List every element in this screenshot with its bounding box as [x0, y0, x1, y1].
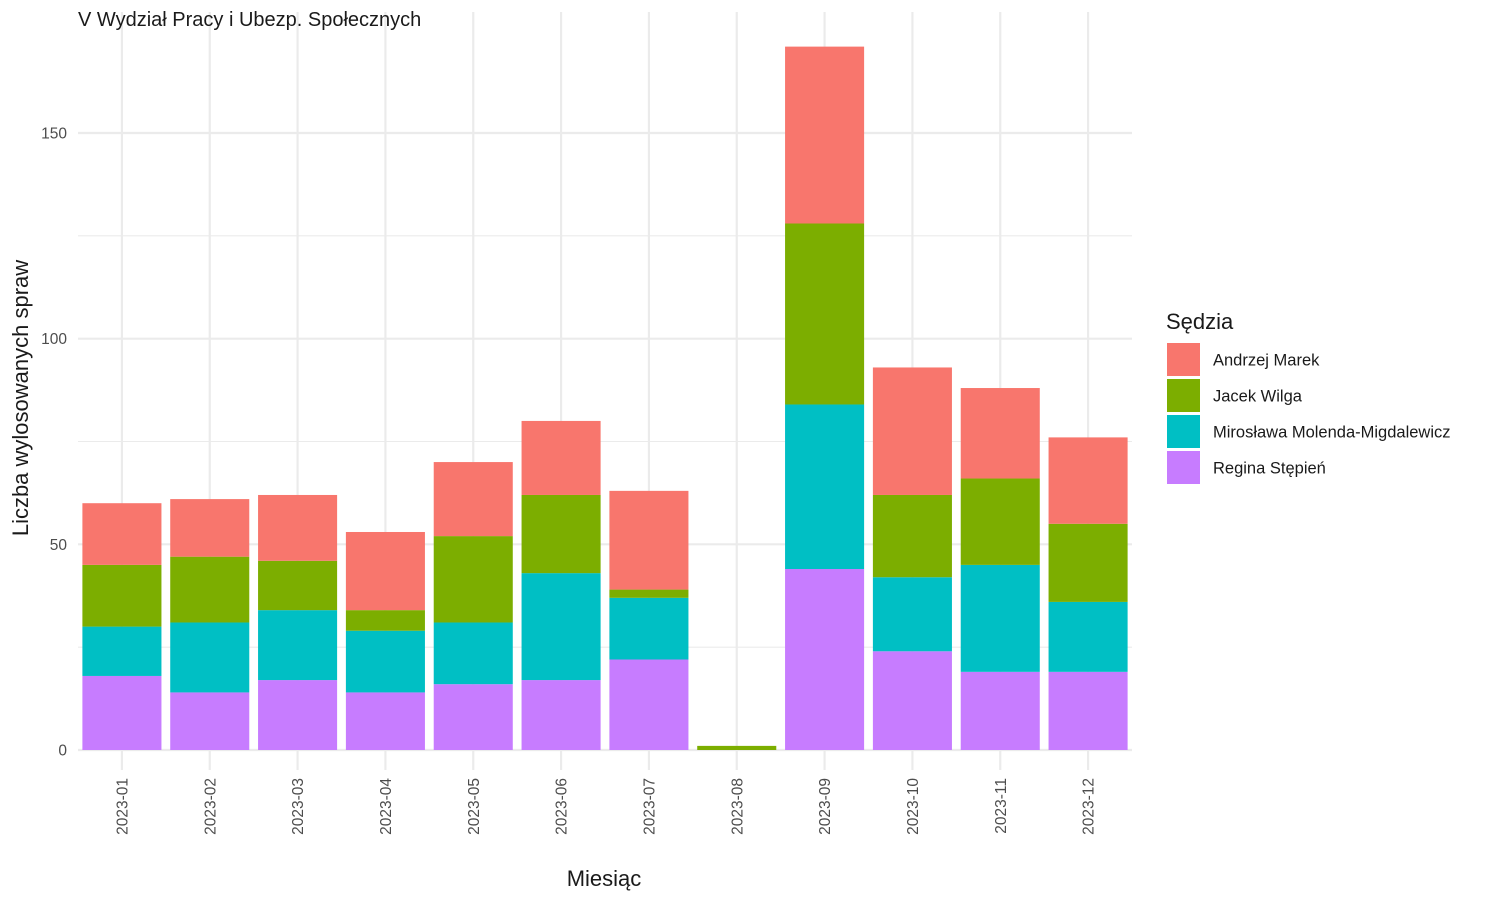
bar-segment-2023-11-mirosława-molenda-migdalewicz — [960, 564, 1040, 672]
bar-segment-2023-01-mirosława-molenda-migdalewicz — [82, 626, 162, 676]
legend-label: Jacek Wilga — [1213, 388, 1303, 406]
x-tick-label: 2023-07 — [641, 778, 658, 835]
bar-segment-2023-11-jacek-wilga — [960, 478, 1040, 565]
bar-segment-2023-07-mirosława-molenda-migdalewicz — [609, 597, 689, 660]
bar-segment-2023-02-regina-stępień — [170, 692, 250, 750]
legend-label: Regina Stępień — [1213, 460, 1326, 478]
bar-segment-2023-12-andrzej-marek — [1048, 437, 1128, 524]
bar-segment-2023-07-regina-stępień — [609, 659, 689, 750]
y-tick-label: 150 — [41, 126, 67, 143]
y-tick-label: 100 — [41, 331, 67, 348]
bar-segment-2023-09-regina-stępień — [785, 569, 865, 750]
bar-segment-2023-11-andrzej-marek — [960, 388, 1040, 479]
legend-label: Andrzej Marek — [1213, 352, 1320, 370]
bar-segment-2023-01-jacek-wilga — [82, 564, 162, 627]
y-axis-title: Liczba wylosowanych spraw — [8, 260, 33, 536]
bar-segment-2023-03-andrzej-marek — [258, 494, 338, 561]
bar-segment-2023-01-regina-stępień — [82, 675, 162, 750]
x-tick-label: 2023-06 — [554, 778, 571, 835]
bar-segment-2023-07-jacek-wilga — [609, 589, 689, 598]
bar-segment-2023-05-regina-stępień — [433, 684, 513, 750]
bar-segment-2023-02-andrzej-marek — [170, 499, 250, 557]
x-tick-label: 2023-01 — [114, 778, 131, 835]
bar-segment-2023-06-jacek-wilga — [521, 494, 601, 574]
bar-segment-2023-10-andrzej-marek — [872, 367, 952, 495]
bar-segment-2023-08-jacek-wilga — [697, 745, 777, 750]
bar-segment-2023-04-jacek-wilga — [345, 610, 425, 631]
bar-segment-2023-07-andrzej-marek — [609, 490, 689, 590]
bar-segment-2023-09-jacek-wilga — [785, 223, 865, 405]
x-tick-label: 2023-11 — [993, 778, 1010, 834]
bar-segment-2023-12-mirosława-molenda-migdalewicz — [1048, 601, 1128, 672]
legend-swatch — [1167, 343, 1200, 376]
bar-segment-2023-10-mirosława-molenda-migdalewicz — [872, 577, 952, 652]
bar-segment-2023-11-regina-stępień — [960, 671, 1040, 750]
bar-segment-2023-10-jacek-wilga — [872, 494, 952, 578]
legend-title: Sędzia — [1166, 309, 1234, 334]
x-axis-ticks: 2023-01 2023-02 2023-03 2023-04 2023-05 2023-… — [114, 778, 1097, 835]
bar-segment-2023-03-jacek-wilga — [258, 560, 338, 611]
bar-segment-2023-09-andrzej-marek — [785, 46, 865, 224]
legend-label: Mirosława Molenda-Migdalewicz — [1213, 424, 1451, 442]
bar-segment-2023-02-mirosława-molenda-migdalewicz — [170, 622, 250, 693]
x-tick-label: 2023-02 — [202, 778, 219, 835]
bar-segment-2023-05-andrzej-marek — [433, 462, 513, 537]
bars — [82, 46, 1128, 750]
bar-segment-2023-02-jacek-wilga — [170, 556, 250, 623]
bar-segment-2023-06-mirosława-molenda-migdalewicz — [521, 573, 601, 681]
x-tick-label: 2023-09 — [817, 778, 834, 835]
x-tick-label: 2023-03 — [290, 778, 307, 835]
bar-segment-2023-03-regina-stępień — [258, 680, 338, 750]
bar-segment-2023-05-jacek-wilga — [433, 536, 513, 623]
y-axis-ticks: 0 50 100 150 — [41, 126, 67, 760]
bar-segment-2023-10-regina-stępień — [872, 651, 952, 750]
bar-segment-2023-06-regina-stępień — [521, 680, 601, 750]
bar-segment-2023-05-mirosława-molenda-migdalewicz — [433, 622, 513, 685]
chart-title: V Wydział Pracy i Ubezp. Społecznych — [78, 9, 421, 31]
bar-segment-2023-04-regina-stępień — [345, 692, 425, 750]
y-tick-label: 50 — [50, 537, 68, 554]
bar-segment-2023-06-andrzej-marek — [521, 420, 601, 495]
legend-swatch — [1167, 451, 1200, 484]
bar-segment-2023-03-mirosława-molenda-migdalewicz — [258, 610, 338, 681]
x-tick-label: 2023-10 — [905, 778, 922, 835]
x-tick-label: 2023-12 — [1081, 778, 1098, 835]
bar-segment-2023-04-andrzej-marek — [345, 531, 425, 611]
x-tick-label: 2023-04 — [378, 778, 395, 835]
bar-segment-2023-12-regina-stępień — [1048, 671, 1128, 750]
bar-segment-2023-09-mirosława-molenda-migdalewicz — [785, 404, 865, 570]
legend-swatch — [1167, 415, 1200, 448]
legend-swatch — [1167, 379, 1200, 412]
bar-segment-2023-01-andrzej-marek — [82, 503, 162, 565]
legend-items: Andrzej Marek Jacek Wilga Mirosława Molend… — [1167, 343, 1451, 484]
bar-segment-2023-12-jacek-wilga — [1048, 523, 1128, 602]
x-tick-label: 2023-05 — [466, 778, 483, 835]
bar-segment-2023-04-mirosława-molenda-migdalewicz — [345, 630, 425, 693]
x-axis-title: Miesiąc — [567, 866, 642, 891]
y-tick-label: 0 — [58, 743, 67, 760]
x-tick-label: 2023-08 — [729, 778, 746, 835]
legend: Sędzia Andrzej Marek Jacek Wilga Mirosława… — [1166, 309, 1451, 484]
